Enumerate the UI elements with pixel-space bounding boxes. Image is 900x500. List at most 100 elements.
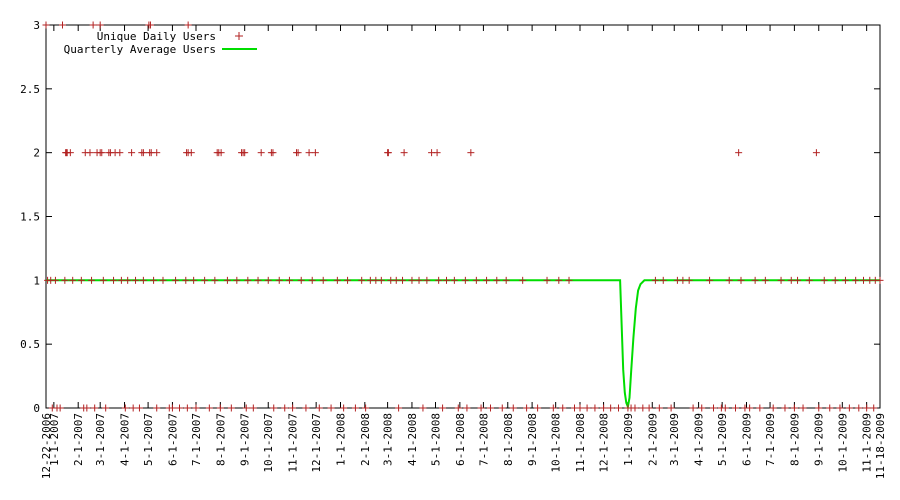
daily-point	[706, 276, 714, 284]
x-tick-label: 1-1-2009	[622, 413, 635, 466]
legend-label-quarterly: Quarterly Average Users	[64, 43, 216, 56]
y-axis: 0 0.5 1 1.5 2 2.5 3	[20, 19, 880, 415]
daily-point	[61, 276, 69, 284]
daily-point	[51, 276, 59, 284]
y-tick-label: 2.5	[20, 83, 40, 96]
daily-point	[756, 404, 764, 412]
x-tick-label: 12-1-2008	[598, 413, 611, 473]
x-tick-label: 7-1-2009	[764, 413, 777, 466]
daily-users-series	[42, 21, 884, 412]
daily-point	[761, 276, 769, 284]
daily-point	[502, 276, 510, 284]
daily-point	[689, 404, 697, 412]
daily-point	[241, 149, 249, 157]
x-tick-label: 7-1-2008	[477, 413, 490, 466]
daily-point	[543, 276, 551, 284]
daily-point	[450, 276, 458, 284]
daily-point	[351, 404, 359, 412]
daily-point	[139, 276, 147, 284]
daily-point	[443, 276, 451, 284]
daily-point	[257, 149, 265, 157]
daily-point	[384, 149, 392, 157]
daily-point	[583, 404, 591, 412]
daily-point	[223, 276, 231, 284]
daily-point	[124, 276, 132, 284]
daily-point	[308, 276, 316, 284]
x-tick-label: 5-1-2008	[430, 413, 443, 466]
daily-point	[812, 149, 820, 157]
y-tick-label: 2	[33, 147, 40, 160]
daily-point	[168, 404, 176, 412]
x-tick-label: 11-1-2009	[861, 413, 874, 473]
daily-point	[679, 276, 687, 284]
daily-point	[565, 276, 573, 284]
daily-point	[244, 276, 252, 284]
x-tick-label: 1-1-2008	[334, 413, 347, 466]
daily-point	[645, 404, 653, 412]
x-tick-label: 6-1-2007	[166, 413, 179, 466]
daily-point	[264, 276, 272, 284]
daily-point	[153, 404, 161, 412]
daily-point	[614, 404, 622, 412]
daily-point	[86, 149, 94, 157]
y-tick-label: 0.5	[20, 338, 40, 351]
daily-point	[99, 276, 107, 284]
x-tick-label: 4-1-2009	[693, 413, 706, 466]
daily-point	[769, 404, 777, 412]
daily-point	[523, 404, 531, 412]
daily-point	[591, 404, 599, 412]
daily-point	[631, 404, 639, 412]
daily-point	[826, 404, 834, 412]
x-tick-label: 1-1-2007	[48, 413, 61, 466]
daily-point	[498, 404, 506, 412]
daily-point	[211, 276, 219, 284]
daily-point	[305, 149, 313, 157]
x-tick-label: 11-1-2007	[287, 413, 300, 473]
daily-point	[88, 276, 96, 284]
daily-point	[275, 276, 283, 284]
daily-point	[472, 276, 480, 284]
daily-point	[870, 404, 878, 412]
daily-point	[751, 276, 759, 284]
daily-point	[860, 276, 868, 284]
daily-point	[399, 276, 407, 284]
daily-point	[392, 276, 400, 284]
daily-point	[467, 149, 475, 157]
x-tick-label: 5-1-2009	[716, 413, 729, 466]
y-tick-label: 3	[33, 19, 40, 32]
daily-point	[56, 404, 64, 412]
daily-point	[98, 149, 106, 157]
daily-point	[698, 404, 706, 412]
y-tick-label: 0	[33, 402, 40, 415]
daily-point	[576, 404, 584, 412]
daily-point	[655, 404, 663, 412]
daily-point	[192, 404, 200, 412]
daily-point	[461, 276, 469, 284]
daily-point	[852, 276, 860, 284]
daily-point	[269, 149, 277, 157]
daily-point	[153, 149, 161, 157]
daily-point	[400, 149, 408, 157]
daily-point	[132, 276, 140, 284]
daily-point	[519, 276, 527, 284]
daily-point	[639, 404, 647, 412]
x-tick-label: 5-1-2007	[142, 413, 155, 466]
daily-point	[534, 404, 542, 412]
daily-point	[319, 276, 327, 284]
daily-point	[297, 276, 305, 284]
daily-point	[217, 149, 225, 157]
daily-point	[863, 404, 871, 412]
daily-point	[201, 276, 209, 284]
daily-point	[454, 404, 462, 412]
daily-point	[408, 276, 416, 284]
daily-point	[439, 404, 447, 412]
daily-point	[129, 404, 137, 412]
daily-point	[333, 276, 341, 284]
daily-point	[805, 276, 813, 284]
daily-point	[344, 276, 352, 284]
x-tick-label: 7-1-2007	[190, 413, 203, 466]
x-tick-label: 9-1-2008	[526, 413, 539, 466]
daily-point	[415, 276, 423, 284]
daily-point	[42, 21, 50, 29]
